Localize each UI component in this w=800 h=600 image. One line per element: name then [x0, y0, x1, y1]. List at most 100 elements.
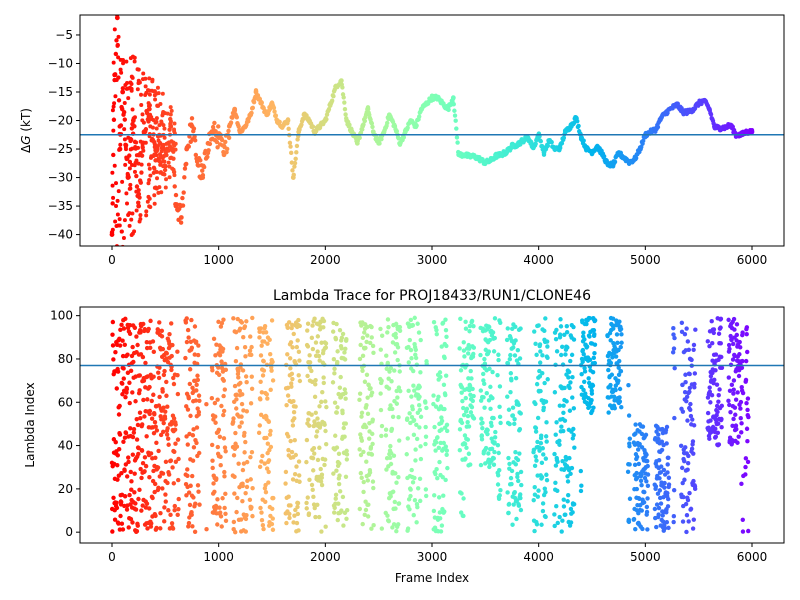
- lambda-point: [231, 316, 236, 321]
- free-energy-point: [520, 138, 526, 143]
- lambda-point: [719, 354, 724, 360]
- free-energy-point: [147, 92, 152, 97]
- lambda-point: [541, 452, 546, 457]
- lambda-point: [216, 372, 222, 378]
- lambda-point: [236, 461, 241, 466]
- lambda-point: [734, 332, 740, 338]
- free-energy-point: [237, 129, 243, 135]
- free-energy-point: [146, 162, 151, 167]
- free-energy-point: [669, 105, 675, 111]
- lambda-point: [397, 438, 402, 443]
- lambda-point: [512, 421, 517, 427]
- lambda-point: [689, 357, 694, 363]
- free-energy-point: [157, 185, 162, 190]
- free-energy-point: [168, 116, 173, 122]
- lambda-point: [336, 501, 341, 506]
- lambda-point: [260, 453, 265, 459]
- lambda-point: [568, 358, 573, 364]
- lambda-point: [711, 330, 716, 336]
- lambda-point: [127, 331, 133, 337]
- lambda-point: [315, 349, 320, 354]
- lambda-point: [152, 481, 158, 487]
- lambda-point: [365, 514, 371, 519]
- y-tick-label: 40: [58, 439, 73, 453]
- lambda-point: [289, 384, 294, 389]
- lambda-point: [367, 470, 373, 475]
- lambda-point: [243, 439, 248, 445]
- free-energy-point: [193, 138, 198, 143]
- lambda-point: [405, 416, 410, 421]
- lambda-chart-title: Lambda Trace for PROJ18433/RUN1/CLONE46: [273, 288, 591, 304]
- lambda-point: [533, 425, 539, 431]
- lambda-point: [543, 434, 549, 439]
- free-energy-point: [379, 137, 384, 142]
- lambda-point: [292, 471, 298, 477]
- lambda-point: [443, 327, 449, 333]
- lambda-point: [718, 316, 724, 322]
- lambda-point: [496, 473, 501, 478]
- lambda-point: [672, 335, 677, 341]
- lambda-point: [482, 356, 487, 362]
- lambda-point: [592, 331, 597, 337]
- lambda-point: [396, 501, 402, 506]
- lambda-point: [571, 406, 577, 411]
- lambda-point: [370, 441, 375, 447]
- lambda-point: [683, 445, 688, 450]
- lambda-point: [462, 433, 468, 438]
- lambda-point: [412, 315, 417, 321]
- free-energy-point: [135, 87, 140, 92]
- y-tick-label: −15: [48, 85, 73, 99]
- free-energy-point: [133, 160, 138, 166]
- lambda-point: [264, 392, 269, 397]
- lambda-point: [223, 367, 229, 373]
- lambda-point: [459, 420, 465, 426]
- lambda-point: [191, 445, 197, 450]
- lambda-point: [687, 385, 693, 391]
- lambda-point: [218, 514, 224, 519]
- free-energy-point: [117, 146, 123, 152]
- lambda-point: [626, 519, 632, 525]
- lambda-point: [564, 399, 569, 404]
- lambda-point: [152, 412, 157, 417]
- free-energy-point: [429, 95, 435, 101]
- lambda-point: [692, 381, 697, 387]
- lambda-point: [495, 442, 501, 448]
- lambda-point: [163, 492, 168, 497]
- lambda-point: [336, 481, 342, 487]
- free-energy-point: [145, 199, 150, 204]
- lambda-point: [152, 420, 158, 425]
- lambda-point: [518, 326, 523, 331]
- lambda-point: [150, 495, 155, 501]
- lambda-point: [463, 456, 468, 461]
- free-energy-point: [310, 124, 316, 129]
- lambda-point: [321, 318, 327, 324]
- lambda-point: [192, 529, 198, 534]
- lambda-point: [370, 343, 376, 349]
- lambda-point: [311, 494, 316, 500]
- lambda-point: [116, 446, 122, 452]
- lambda-point: [292, 437, 297, 443]
- lambda-point: [166, 508, 171, 513]
- lambda-point: [304, 437, 310, 443]
- lambda-point: [138, 466, 143, 472]
- lambda-point: [140, 461, 146, 466]
- free-energy-point: [413, 123, 419, 129]
- free-energy-point: [424, 101, 430, 106]
- lambda-point: [290, 376, 295, 382]
- free-energy-point: [360, 123, 366, 129]
- lambda-point: [249, 374, 254, 379]
- free-energy-point: [466, 154, 472, 159]
- lambda-point: [470, 398, 475, 404]
- lambda-point: [145, 397, 150, 402]
- free-energy-point: [120, 179, 125, 184]
- free-energy-point: [157, 140, 163, 146]
- free-energy-point: [369, 121, 375, 126]
- lambda-point: [258, 397, 263, 402]
- lambda-point: [116, 521, 121, 526]
- lambda-point: [709, 318, 714, 324]
- free-energy-point: [214, 139, 220, 145]
- lambda-point: [288, 438, 293, 444]
- free-energy-point: [557, 145, 563, 151]
- lambda-point: [220, 346, 226, 352]
- lambda-point: [510, 522, 515, 527]
